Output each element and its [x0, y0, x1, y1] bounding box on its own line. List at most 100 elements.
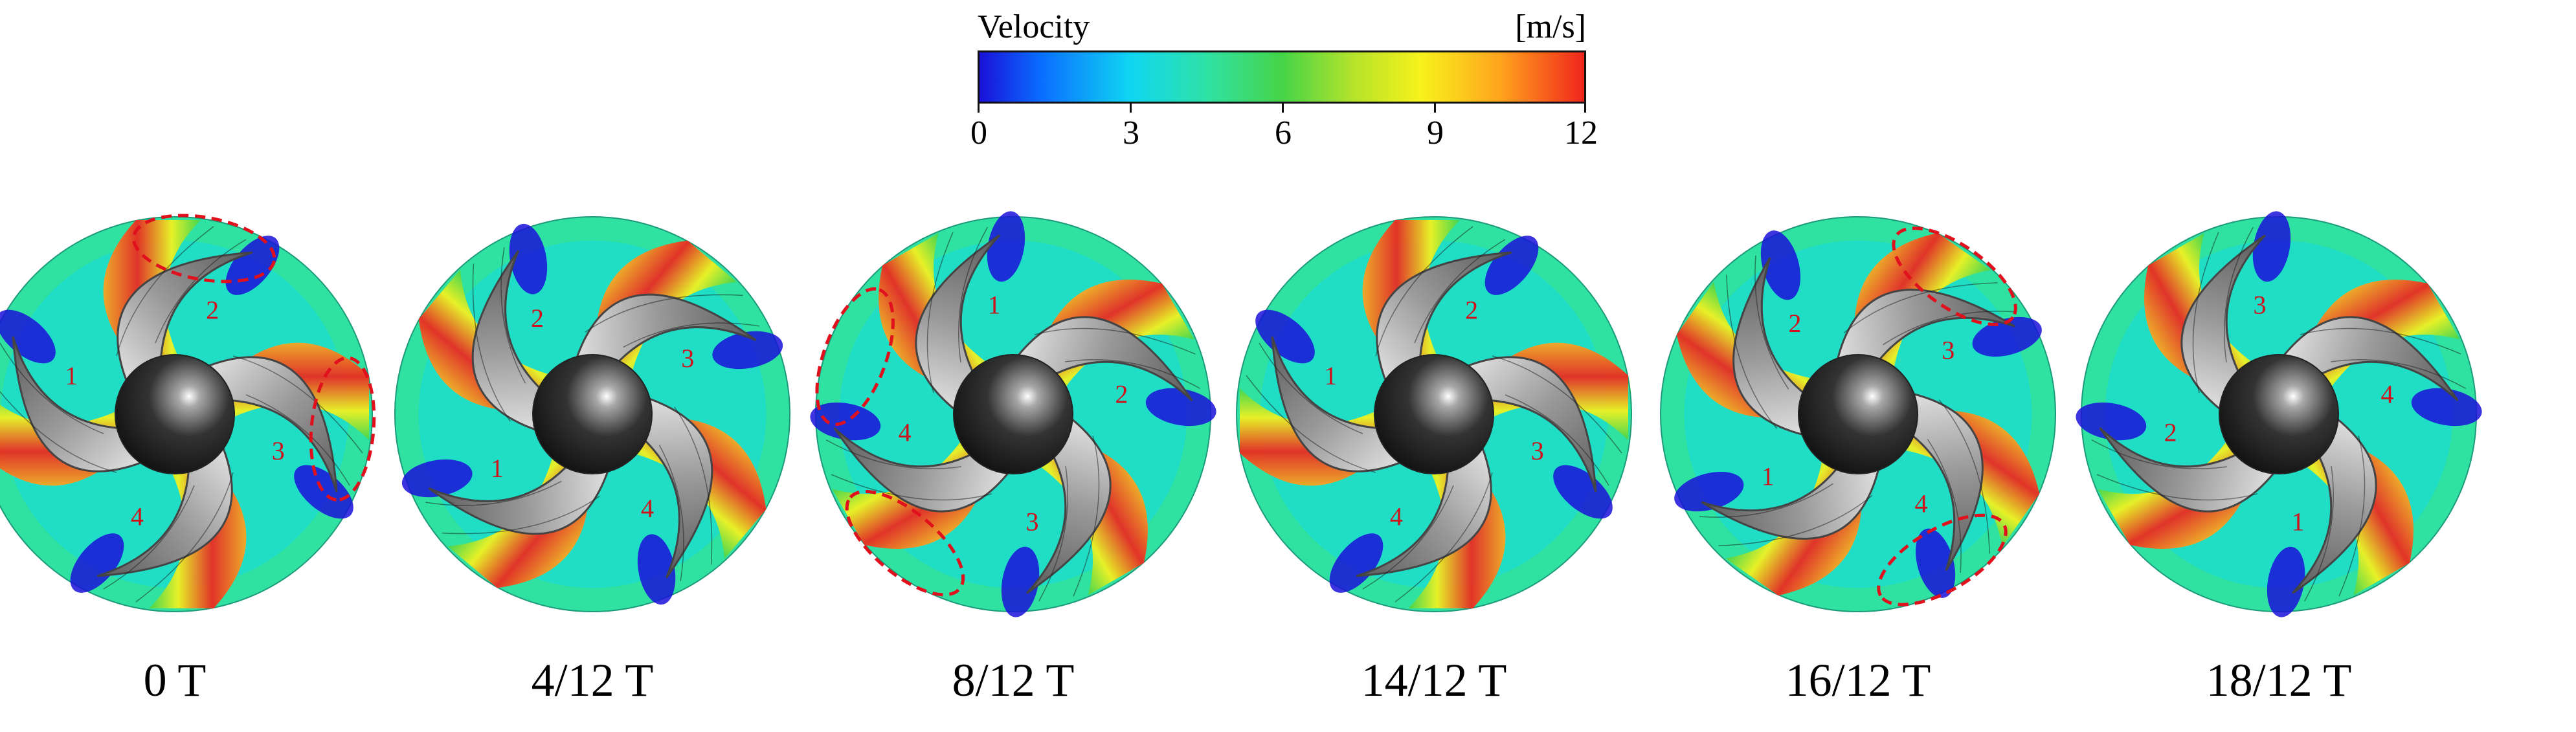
legend-unit: [m/s]: [1515, 8, 1586, 45]
legend-tick-label: 9: [1427, 115, 1444, 151]
streamline: [658, 445, 684, 581]
low-velocity-region: [1145, 388, 1216, 427]
legend-tick-label: 12: [1564, 115, 1598, 151]
low-velocity-region: [2252, 211, 2291, 282]
streamline: [1726, 274, 1778, 429]
legend-tick: [978, 104, 980, 113]
streamline: [116, 226, 214, 357]
streamline: [1362, 485, 1454, 590]
legend-tick: [1130, 104, 1132, 113]
streamline: [674, 406, 713, 565]
streamline: [1754, 255, 1789, 390]
streamline: [1034, 327, 1196, 355]
blade-number: 4: [641, 494, 654, 523]
blade-number: 1: [65, 361, 78, 390]
streamline: [1883, 311, 2017, 346]
blade-group: [2076, 211, 2482, 617]
streamline: [1414, 239, 1506, 344]
blade-number: 3: [272, 436, 285, 465]
streamline: [1394, 472, 1493, 603]
low-velocity-region: [637, 534, 676, 605]
streamline: [1375, 226, 1473, 357]
legend-tick-label: 0: [970, 115, 987, 151]
low-velocity-region: [0, 309, 56, 364]
low-velocity-region: [401, 459, 473, 498]
streamline: [500, 247, 526, 384]
streamline: [1073, 435, 1100, 597]
legend-tick: [1584, 104, 1586, 113]
streamline: [2192, 232, 2219, 394]
blade-number: 3: [681, 344, 694, 373]
low-velocity-region: [987, 211, 1025, 282]
legend-title: Velocity: [978, 8, 1090, 45]
low-velocity-region: [1916, 528, 1956, 598]
impeller-blade: [915, 234, 1001, 416]
blade-group: [810, 211, 1216, 617]
impeller-contour: 4 1 2 3: [810, 211, 1216, 617]
streamline: [135, 472, 234, 603]
blade-number: 1: [2292, 507, 2305, 536]
streamline: [2300, 327, 2461, 355]
impeller-blade: [614, 395, 713, 579]
low-velocity-region: [2267, 546, 2305, 617]
legend-colorbar: [978, 50, 1586, 104]
streamline: [442, 496, 600, 535]
blade-number: 4: [2380, 379, 2393, 408]
impeller-contour: 3 4 1 2: [2076, 211, 2482, 617]
streamline: [926, 232, 954, 394]
streamline: [1505, 394, 1609, 486]
impeller-contour: 2 3 4 1: [394, 216, 790, 612]
streamline: [2096, 474, 2258, 501]
impeller-blade: [1732, 257, 1837, 438]
streamline: [958, 227, 988, 362]
blade-number: 4: [131, 502, 144, 531]
streamline: [825, 439, 961, 469]
streamline: [2091, 439, 2227, 469]
blade-number: 3: [2253, 291, 2266, 320]
streamline: [2224, 227, 2254, 362]
high-velocity-region: [614, 417, 767, 559]
impeller-blade: [1879, 390, 1984, 571]
impeller-contour: 1 2 3 4: [1236, 216, 1632, 612]
high-velocity-region: [418, 269, 571, 411]
low-velocity-region: [509, 223, 548, 294]
vortex-marker: [1892, 227, 2017, 326]
blade-number: 4: [1915, 489, 1928, 518]
low-velocity-region: [2411, 388, 2482, 427]
streamline: [831, 474, 992, 501]
legend-tick-label: 3: [1123, 115, 1139, 151]
streamline: [2338, 435, 2366, 597]
velocity-legend: Velocity [m/s] 0 3 6 9 12: [958, 5, 1606, 161]
time-label: 16/12 T: [1785, 654, 1931, 706]
streamline: [155, 239, 247, 344]
legend-tick: [1434, 104, 1436, 113]
blade-group: [1674, 230, 2042, 598]
streamline: [1065, 359, 1201, 389]
impeller-blade: [428, 436, 612, 535]
blade-number: 2: [1788, 309, 1801, 338]
impeller-contour: 2 3 4 1: [1660, 216, 2056, 612]
low-velocity-region: [70, 533, 124, 593]
hub: [1798, 354, 1918, 474]
blade-number: 2: [206, 295, 219, 324]
blade-number: 1: [987, 291, 1000, 320]
low-velocity-region: [1760, 230, 1800, 300]
blade-number: 4: [899, 418, 912, 447]
low-velocity-region: [1674, 472, 1744, 512]
impeller-blade: [2099, 427, 2281, 513]
time-label: 4/12 T: [531, 654, 654, 706]
impeller-contour: 1 2 3 4: [0, 214, 376, 612]
impeller-blade: [471, 250, 571, 434]
low-velocity-region: [1553, 465, 1613, 519]
low-velocity-region: [810, 402, 881, 441]
time-label: 0 T: [143, 654, 207, 706]
streamline: [1843, 282, 1998, 334]
streamline: [0, 391, 117, 473]
blade-number: 1: [491, 454, 504, 483]
high-velocity-region: [447, 436, 589, 588]
streamline: [1246, 375, 1376, 473]
streamline: [0, 342, 104, 434]
impeller-blade: [833, 427, 1015, 513]
impeller-blade: [573, 293, 757, 393]
streamline: [623, 322, 759, 348]
